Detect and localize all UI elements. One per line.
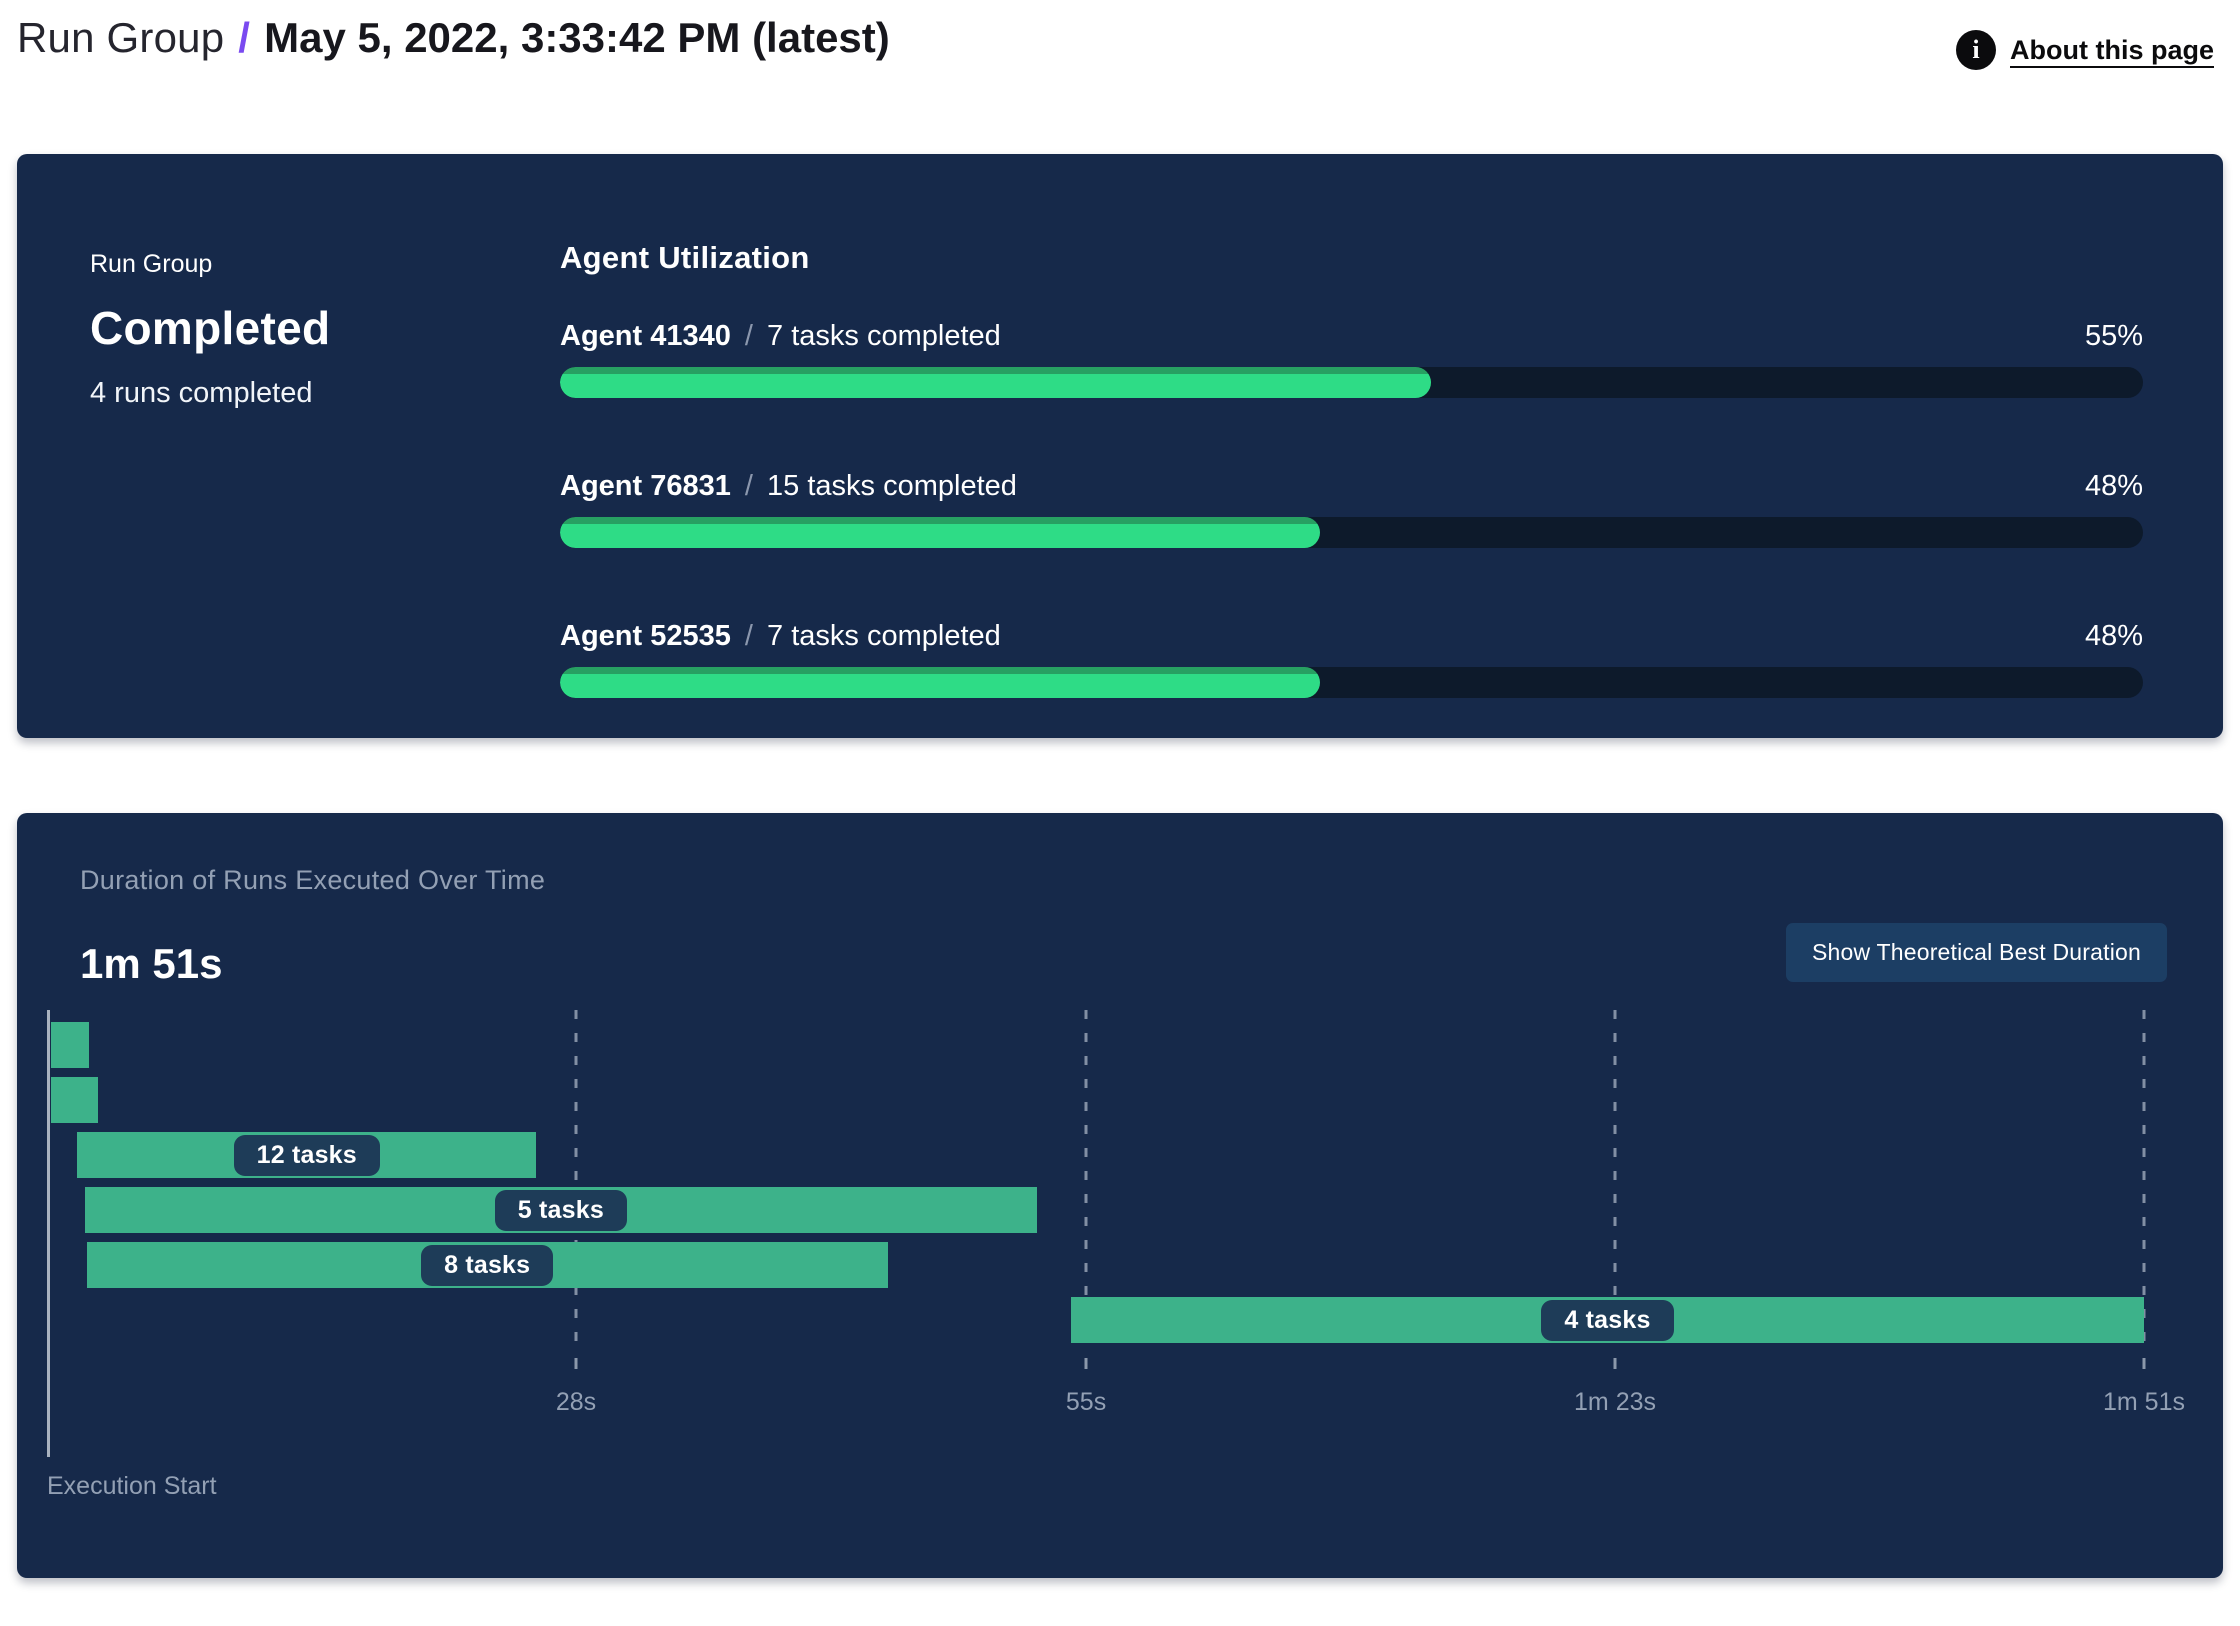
agent-label-separator: / xyxy=(736,620,762,652)
axis-tick-mark xyxy=(1613,1358,1617,1369)
status-value: Completed xyxy=(90,302,331,354)
status-card-label: Run Group xyxy=(90,250,213,278)
run-duration-bar[interactable] xyxy=(50,1022,89,1068)
agent-utilization-heading: Agent Utilization xyxy=(560,240,810,275)
agent-label-separator: / xyxy=(736,470,762,502)
agent-tasks-completed: 7 tasks completed xyxy=(767,320,1001,352)
gantt-chart: Execution Start 28s 55s 1m 23s 1m 51s 12 tas… xyxy=(47,1010,2185,1530)
axis-tick-label: 1m 23s xyxy=(1574,1388,1657,1416)
run-duration-bar[interactable]: 4 tasks xyxy=(1070,1297,2144,1343)
run-duration-bar[interactable]: 5 tasks xyxy=(84,1187,1037,1233)
axis-tick-mark xyxy=(1084,1358,1088,1369)
duration-chart-title: Duration of Runs Executed Over Time xyxy=(80,865,546,895)
agent-name: Agent 52535 xyxy=(560,620,731,652)
agent-utilization-track xyxy=(560,517,2143,548)
gridline xyxy=(574,1010,578,1348)
axis-tick-label: 55s xyxy=(1065,1388,1107,1416)
agent-utilization-fill xyxy=(560,517,1320,548)
page-title: May 5, 2022, 3:33:42 PM (latest) xyxy=(264,14,890,61)
run-duration-bar[interactable]: 12 tasks xyxy=(77,1132,537,1178)
axis-tick-label: 1m 51s xyxy=(2103,1388,2185,1416)
duration-of-runs-card: Duration of Runs Executed Over Time 1m 5… xyxy=(17,813,2223,1578)
page-header: Run Group / May 5, 2022, 3:33:42 PM (lat… xyxy=(0,0,2240,70)
gridline xyxy=(2142,1010,2146,1348)
agent-utilization-fill xyxy=(560,367,1431,398)
execution-start-axis-line xyxy=(47,1010,50,1457)
agent-utilization-section: Agent Utilization Agent 41340 / 7 tasks … xyxy=(560,240,2143,738)
agent-utilization-row: Agent 41340 / 7 tasks completed 55% xyxy=(560,320,2143,398)
agent-label: Agent 76831 / 15 tasks completed xyxy=(560,470,1017,503)
task-count-chip: 4 tasks xyxy=(1541,1299,1674,1341)
run-group-status-card: Run Group Completed 4 runs completed Age… xyxy=(17,154,2223,738)
agent-tasks-completed: 7 tasks completed xyxy=(767,620,1001,652)
agent-label: Agent 52535 / 7 tasks completed xyxy=(560,620,1001,653)
agent-utilization-row: Agent 76831 / 15 tasks completed 48% xyxy=(560,470,2143,548)
breadcrumb: Run Group / May 5, 2022, 3:33:42 PM (lat… xyxy=(17,14,890,62)
execution-start-label: Execution Start xyxy=(47,1472,217,1500)
gridline xyxy=(1613,1010,1617,1348)
total-duration-value: 1m 51s xyxy=(80,940,223,987)
task-count-chip: 12 tasks xyxy=(233,1134,380,1176)
agent-label: Agent 41340 / 7 tasks completed xyxy=(560,320,1001,353)
info-icon[interactable]: i xyxy=(1956,30,1996,70)
about-this-page[interactable]: i About this page xyxy=(1956,30,2214,70)
agent-utilization-percent: 48% xyxy=(2084,620,2143,652)
agent-utilization-fill xyxy=(560,667,1320,698)
agent-tasks-completed: 15 tasks completed xyxy=(767,470,1017,502)
axis-tick-label: 28s xyxy=(555,1388,597,1416)
show-theoretical-best-duration-button[interactable]: Show Theoretical Best Duration xyxy=(1785,923,2167,982)
agent-name: Agent 76831 xyxy=(560,470,731,502)
task-count-chip: 5 tasks xyxy=(494,1189,627,1231)
agent-utilization-track xyxy=(560,667,2143,698)
agent-name: Agent 41340 xyxy=(560,320,731,352)
run-duration-bar[interactable] xyxy=(50,1077,98,1123)
task-count-chip: 8 tasks xyxy=(421,1244,554,1286)
agent-utilization-row: Agent 52535 / 7 tasks completed 48% xyxy=(560,620,2143,698)
runs-completed-summary: 4 runs completed xyxy=(90,377,313,409)
agent-utilization-rows: Agent 41340 / 7 tasks completed 55% Agent … xyxy=(560,320,2143,698)
agent-utilization-track xyxy=(560,367,2143,398)
status-column: Run Group Completed 4 runs completed xyxy=(90,240,560,738)
agent-utilization-percent: 48% xyxy=(2084,470,2143,502)
run-duration-bar[interactable]: 8 tasks xyxy=(86,1242,888,1288)
axis-tick-mark xyxy=(2142,1358,2146,1369)
axis-tick-mark xyxy=(574,1358,578,1369)
breadcrumb-separator: / xyxy=(238,14,251,61)
agent-utilization-percent: 55% xyxy=(2084,320,2143,352)
about-this-page-link[interactable]: About this page xyxy=(2010,34,2214,65)
gridline xyxy=(1084,1010,1088,1348)
breadcrumb-run-group: Run Group xyxy=(17,14,225,61)
agent-label-separator: / xyxy=(736,320,762,352)
